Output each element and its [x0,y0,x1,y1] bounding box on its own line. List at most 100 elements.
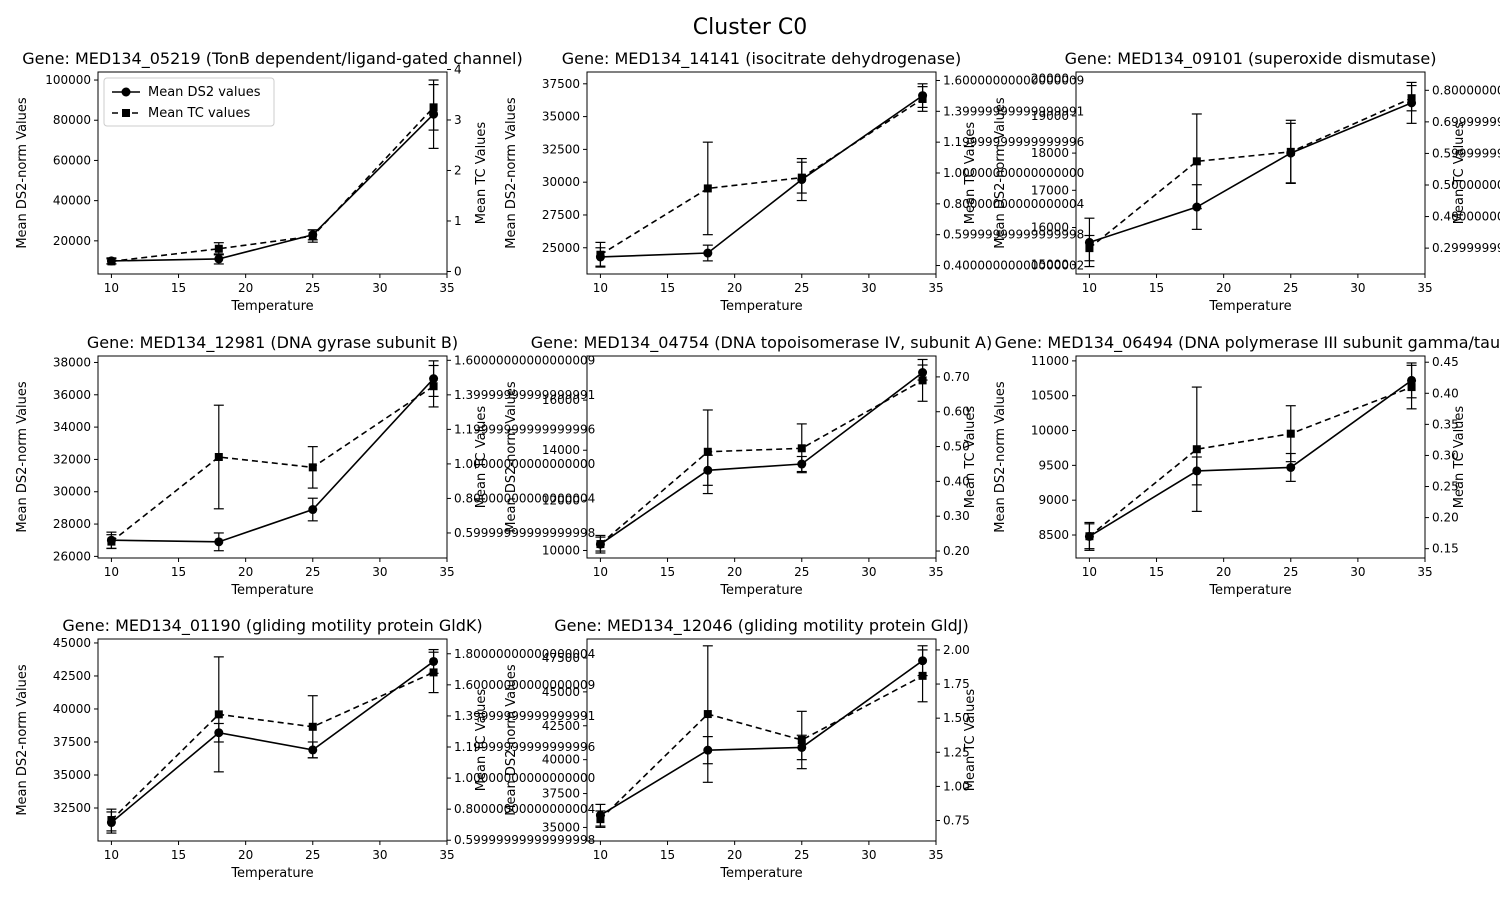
data-point [1407,383,1416,392]
x-tick-label: 35 [1417,281,1432,295]
x-tick-label: 35 [928,281,943,295]
data-point [1286,147,1295,156]
data-point [596,540,605,549]
subplot-title: Gene: MED134_05219 (TonB dependent/ligan… [22,49,523,69]
y2-axis-label: Mean TC Values [474,406,489,509]
subplot-1: Gene: MED134_05219 (TonB dependent/ligan… [15,49,523,314]
y2-tick-label: 0.59999999999999998 [1432,146,1500,160]
y2-tick-label: 0.40 [1432,386,1459,400]
data-point [797,444,806,453]
subplot-4: Gene: MED134_12981 (DNA gyrase subunit B… [15,333,595,598]
y-tick-label: 45000 [53,636,91,650]
data-point [214,710,223,719]
y2-tick-label: 0.70 [943,370,970,384]
y2-tick-label: 1.50 [943,711,970,725]
data-point [703,184,712,193]
x-tick-label: 10 [593,281,608,295]
data-point [596,250,605,259]
y-tick-label: 35000 [53,768,91,782]
data-point [214,537,224,547]
x-tick-label: 25 [305,565,320,579]
x-tick-label: 20 [238,565,253,579]
x-tick-label: 20 [727,848,742,862]
series-line [600,94,924,258]
y-tick-label: 12000 [542,493,580,507]
series-ds2 [595,83,928,267]
y2-tick-label: 1.39999999999999991 [454,709,595,723]
data-point [918,376,927,385]
x-tick-label: 30 [861,281,876,295]
y-tick-label: 17000 [1031,183,1069,197]
y-tick-label: 35000 [542,110,580,124]
data-point [308,505,318,515]
series-tc [595,86,928,268]
x-tick-label: 25 [305,848,320,862]
subplot-6: Gene: MED134_06494 (DNA polymerase III s… [993,333,1500,598]
subplot-title: Gene: MED134_12046 (gliding motility pro… [554,616,968,636]
x-tick-label: 35 [439,281,454,295]
y2-axis-label: Mean TC Values [963,406,978,509]
subplot-3: Gene: MED134_09101 (superoxide dismutase… [993,49,1500,314]
y-tick-label: 10500 [1031,389,1069,403]
subplot-grid: Gene: MED134_05219 (TonB dependent/ligan… [15,49,1500,881]
y2-axis-label: Mean TC Values [963,122,978,225]
series-line [1088,97,1412,249]
y2-tick-label: 1.00000000000000000 [943,166,1084,180]
x-tick-label: 15 [171,565,186,579]
data-point [1192,445,1201,454]
series-line [110,671,434,821]
y-tick-label: 36000 [53,388,91,402]
y-tick-label: 34000 [53,420,91,434]
legend-marker [122,109,130,117]
y2-tick-label: 1.19999999999999996 [454,422,595,436]
x-tick-label: 35 [439,565,454,579]
y2-tick-label: 1.39999999999999991 [943,104,1084,118]
y-axis-label: Mean DS2-norm Values [993,381,1008,533]
series-ds2 [106,648,439,834]
y2-tick-label: 0.40000000000000002 [943,259,1084,273]
series-line [1089,379,1413,538]
data-point [107,537,116,546]
y-axis-label: Mean DS2-norm Values [504,381,519,533]
data-point [308,232,317,241]
y2-tick-label: 0.59999999999999998 [943,228,1084,242]
plot-frame [586,355,937,559]
y2-tick-label: 0.80000000000000004 [454,802,595,816]
data-point [1286,462,1296,472]
y-tick-label: 32000 [53,452,91,466]
x-tick-label: 15 [660,281,675,295]
data-point [429,382,438,391]
y2-tick-label: 0.29999999999999999 [1432,241,1500,255]
x-tick-label: 20 [1216,281,1231,295]
data-point [429,103,438,112]
subplot-5: Gene: MED134_04754 (DNA topoisomerase IV… [504,333,992,598]
x-tick-label: 10 [1082,281,1097,295]
y2-tick-label: 0 [454,264,462,278]
y-tick-label: 9000 [1038,493,1069,507]
y2-tick-label: 1.60000000000000009 [454,678,595,692]
x-tick-label: 15 [171,281,186,295]
y-tick-label: 35000 [542,820,580,834]
x-tick-label: 10 [593,848,608,862]
y-axis-label: Mean DS2-norm Values [504,97,519,249]
y-tick-label: 10000 [1031,424,1069,438]
y2-tick-label: 4 [454,62,462,76]
y2-tick-label: 0.40000000000000002 [1432,210,1500,224]
legend-box [103,77,275,127]
y2-tick-label: 0.80000000000000004 [1432,83,1500,97]
series-tc [106,651,439,832]
x-axis-label: Temperature [719,299,802,314]
y2-tick-label: 3 [454,113,462,127]
y-tick-label: 14000 [542,443,580,457]
y2-tick-label: 0.75 [943,814,970,828]
x-axis-label: Temperature [230,866,313,881]
x-axis-label: Temperature [230,583,313,598]
y-tick-label: 16000 [1031,220,1069,234]
plot-frame [1075,355,1426,559]
y2-tick-label: 0.30 [943,509,970,523]
x-tick-label: 10 [104,281,119,295]
x-tick-label: 30 [1350,565,1365,579]
data-point [1085,532,1094,541]
x-tick-label: 25 [794,848,809,862]
subplot-title: Gene: MED134_06494 (DNA polymerase III s… [995,333,1500,353]
